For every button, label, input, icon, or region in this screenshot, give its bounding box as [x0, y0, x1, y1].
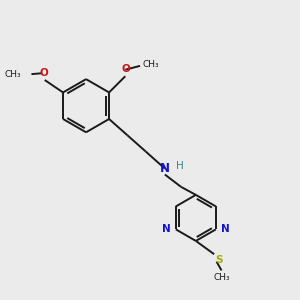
Text: CH₃: CH₃: [213, 273, 230, 282]
Text: S: S: [215, 255, 223, 266]
Text: O: O: [122, 64, 130, 74]
Text: N: N: [160, 162, 170, 175]
Text: CH₃: CH₃: [4, 70, 21, 79]
Text: N: N: [162, 224, 171, 234]
Text: N: N: [221, 224, 230, 234]
Text: H: H: [176, 160, 184, 171]
Text: O: O: [40, 68, 49, 78]
Text: CH₃: CH₃: [142, 60, 159, 69]
